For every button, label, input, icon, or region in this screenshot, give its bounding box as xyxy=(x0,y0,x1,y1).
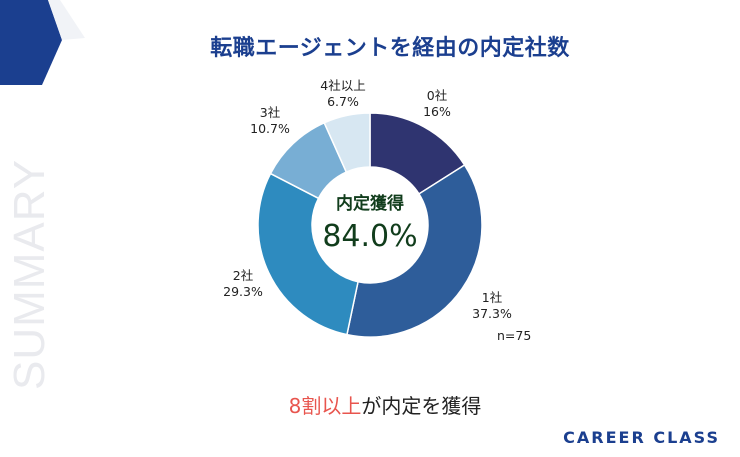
slice-value-2: 29.3% xyxy=(223,284,263,299)
slice-value-3: 10.7% xyxy=(250,121,290,136)
slice-label-2: 2社 xyxy=(233,268,253,283)
slice-label-4: 4社以上 xyxy=(320,78,365,93)
slice-value-4: 6.7% xyxy=(327,94,359,109)
corner-shadow xyxy=(48,0,85,40)
slice-value-0: 16% xyxy=(423,104,451,119)
chart-title: 転職エージェントを経由の内定社数 xyxy=(210,36,570,61)
corner-hexagon xyxy=(0,0,62,85)
side-word-graphic: SUMMARY xyxy=(5,159,54,390)
caption-highlight: 8割以上 xyxy=(288,394,362,418)
sample-size-note: n=75 xyxy=(497,328,531,343)
center-value: 84.0% xyxy=(322,219,417,254)
caption-rest: が内定を獲得 xyxy=(361,394,482,418)
caption: 8割以上が内定を獲得 xyxy=(0,390,740,419)
center-title: 内定獲得 xyxy=(336,193,404,214)
slice-label-3: 3社 xyxy=(260,105,280,120)
corner-decoration xyxy=(0,0,85,85)
slice-label-1: 1社 xyxy=(482,290,502,305)
slice-value-1: 37.3% xyxy=(472,306,512,321)
side-word-text: SUMMARY xyxy=(5,159,54,390)
slice-label-0: 0社 xyxy=(427,88,447,103)
brand-logo: CAREER CLASS xyxy=(563,428,720,447)
donut-hole xyxy=(312,167,428,283)
